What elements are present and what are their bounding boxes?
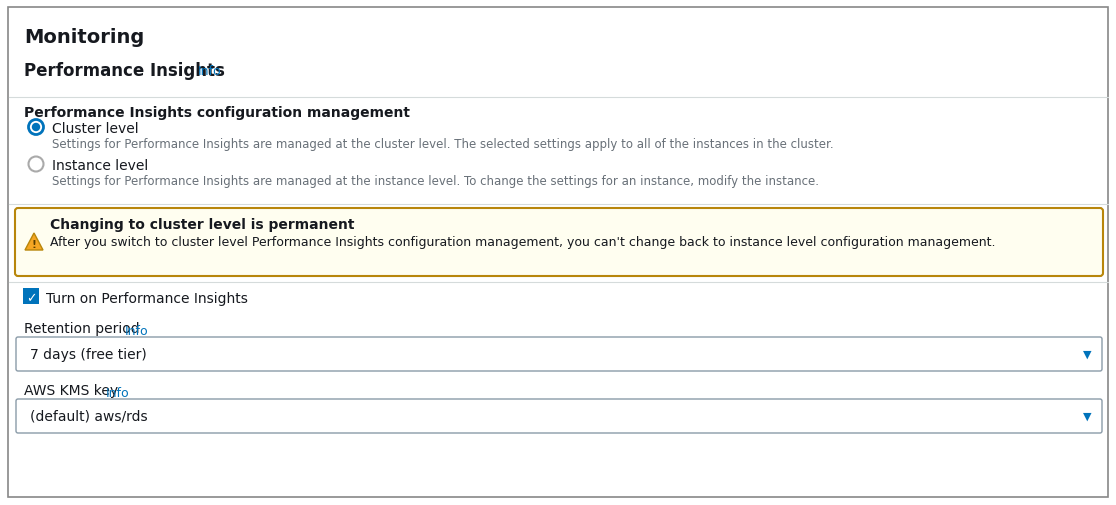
Text: ▼: ▼ xyxy=(1083,349,1091,359)
Text: 7 days (free tier): 7 days (free tier) xyxy=(30,347,146,361)
Text: Info: Info xyxy=(198,65,222,78)
Text: Cluster level: Cluster level xyxy=(52,122,138,136)
Text: Info: Info xyxy=(125,324,148,337)
Text: Settings for Performance Insights are managed at the cluster level. The selected: Settings for Performance Insights are ma… xyxy=(52,138,834,150)
Text: Monitoring: Monitoring xyxy=(25,28,144,47)
Circle shape xyxy=(32,124,39,131)
Text: !: ! xyxy=(31,239,37,249)
Text: Info: Info xyxy=(106,386,129,399)
Text: Changing to cluster level is permanent: Changing to cluster level is permanent xyxy=(50,218,355,231)
FancyBboxPatch shape xyxy=(15,209,1103,276)
Circle shape xyxy=(29,157,44,172)
Circle shape xyxy=(29,120,44,135)
Text: AWS KMS key: AWS KMS key xyxy=(25,383,118,397)
FancyBboxPatch shape xyxy=(8,8,1108,497)
FancyBboxPatch shape xyxy=(16,399,1101,433)
Text: After you switch to cluster level Performance Insights configuration management,: After you switch to cluster level Perfor… xyxy=(50,235,995,248)
Text: Performance Insights: Performance Insights xyxy=(25,62,225,80)
FancyBboxPatch shape xyxy=(16,337,1101,371)
Text: ▼: ▼ xyxy=(1083,411,1091,421)
Text: Turn on Performance Insights: Turn on Performance Insights xyxy=(46,291,248,306)
Text: Instance level: Instance level xyxy=(52,159,148,173)
Polygon shape xyxy=(25,233,44,250)
Text: Settings for Performance Insights are managed at the instance level. To change t: Settings for Performance Insights are ma… xyxy=(52,175,819,188)
Text: (default) aws/rds: (default) aws/rds xyxy=(30,409,147,423)
Text: Retention period: Retention period xyxy=(25,321,140,335)
FancyBboxPatch shape xyxy=(23,288,39,305)
Text: ✓: ✓ xyxy=(26,292,36,305)
Text: Performance Insights configuration management: Performance Insights configuration manag… xyxy=(25,106,410,120)
